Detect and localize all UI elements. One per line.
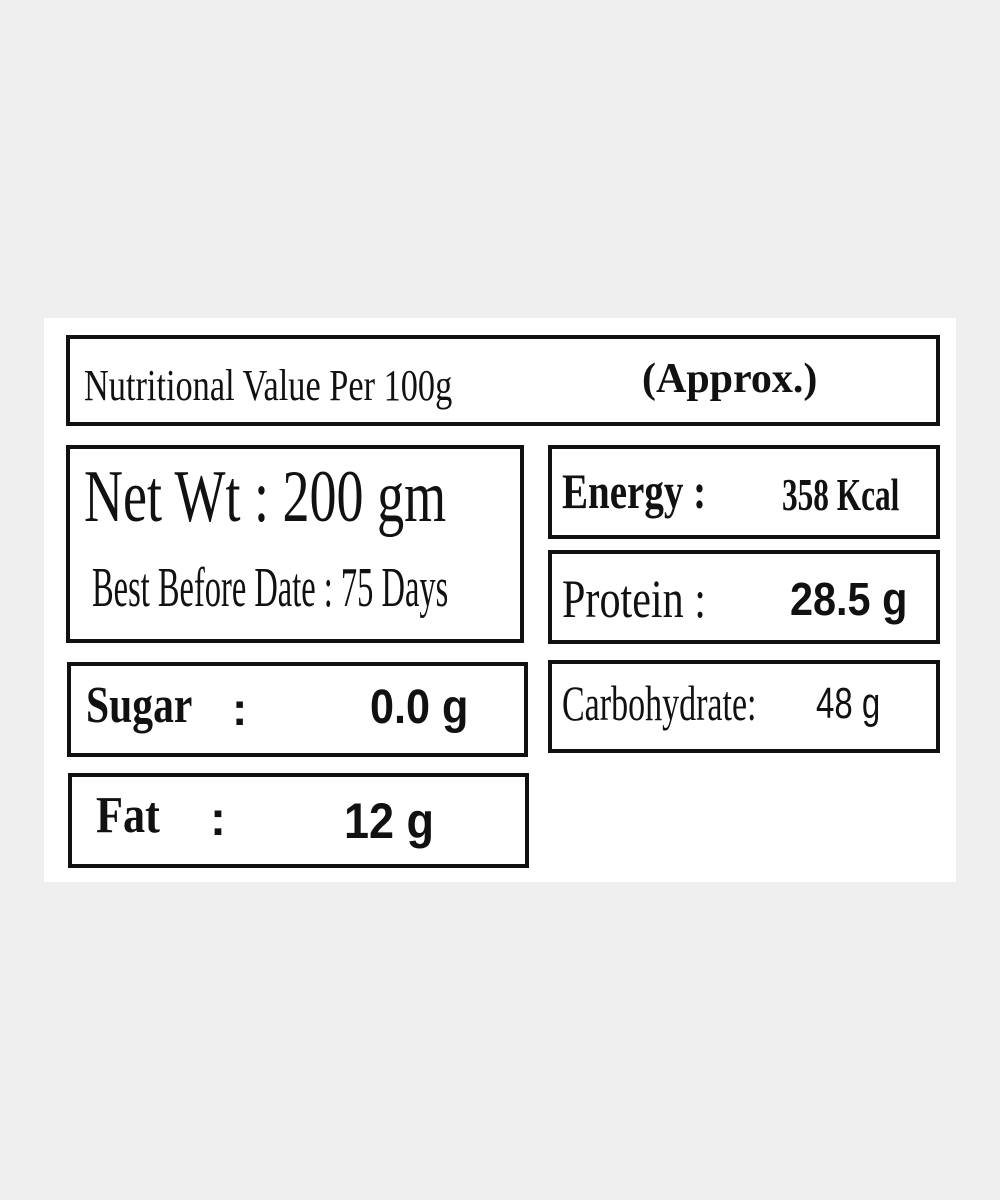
energy-box	[548, 445, 940, 539]
best-before: Best Before Date : 75 Days	[92, 557, 449, 619]
approx-note: (Approx.)	[642, 356, 818, 402]
sugar-colon: :	[232, 683, 248, 735]
fat-value: 12 g	[344, 793, 435, 849]
sugar-label: Sugar	[86, 677, 193, 734]
carbohydrate-value: 48 g	[816, 679, 881, 728]
net-weight: Net Wt : 200 gm	[84, 456, 447, 538]
energy-value: 358 Kcal	[782, 469, 900, 520]
fat-colon: :	[210, 793, 226, 846]
carbohydrate-box	[548, 660, 940, 753]
fat-label: Fat	[96, 787, 160, 844]
label-title: Nutritional Value Per 100g	[84, 361, 453, 410]
protein-label: Protein :	[562, 569, 706, 629]
sugar-value: 0.0 g	[370, 681, 469, 734]
fat-box	[68, 773, 529, 868]
protein-value: 28.5 g	[790, 573, 908, 625]
header-box	[66, 335, 940, 426]
sugar-box	[67, 662, 528, 757]
protein-box	[548, 550, 940, 644]
net-weight-box	[66, 445, 524, 643]
energy-label: Energy :	[562, 463, 707, 519]
carbohydrate-label: Carbohydrate:	[562, 675, 757, 731]
